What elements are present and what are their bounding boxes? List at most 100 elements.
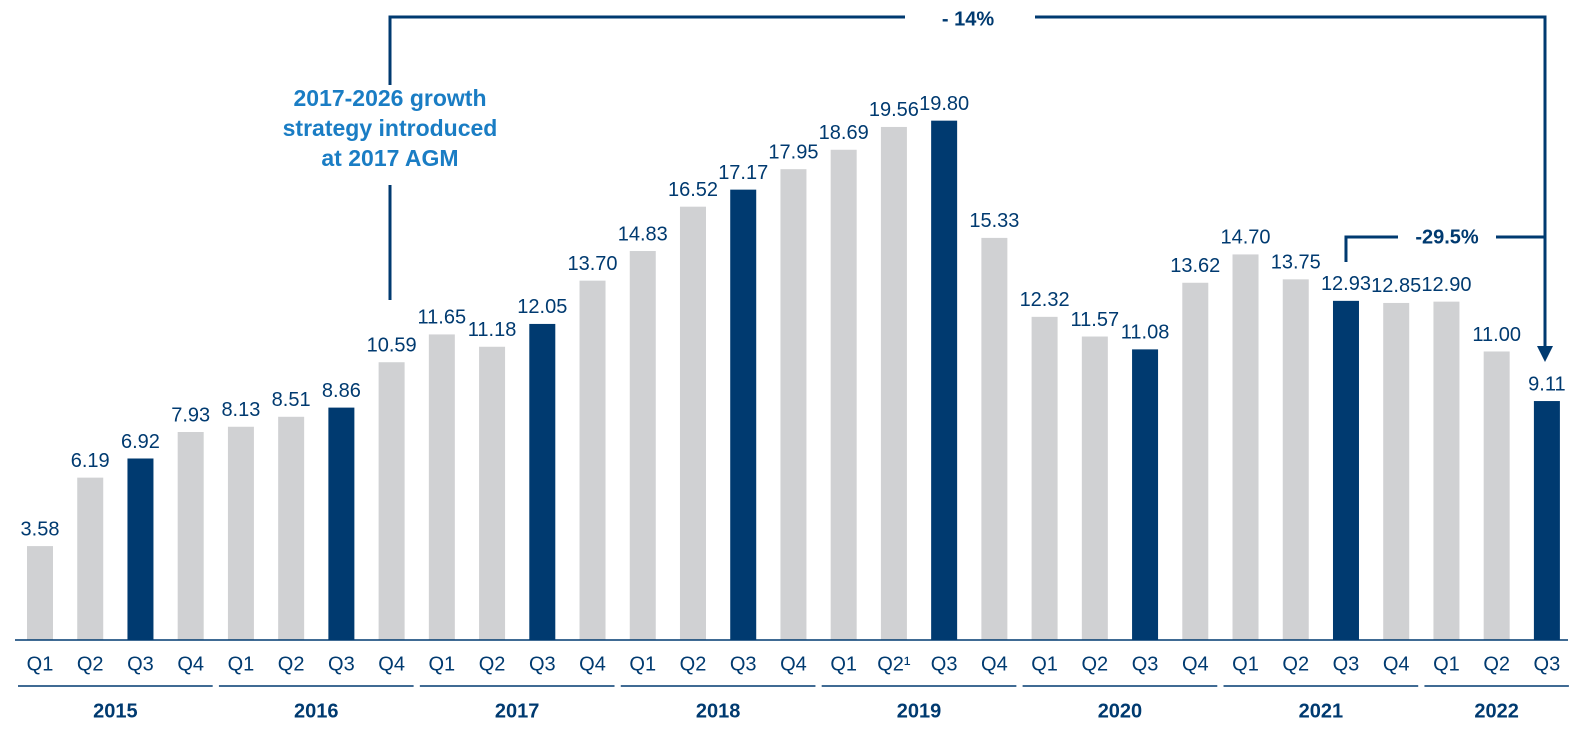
bar [278,416,305,640]
bar [127,458,154,640]
value-label: 16.52 [668,179,718,201]
bar [1132,349,1159,640]
x-tick-label: Q4 [1383,653,1410,675]
value-label: 12.85 [1371,275,1421,297]
x-tick-label: Q2 [1081,653,1108,675]
x-tick-label: Q3 [931,653,958,675]
value-label: 14.83 [618,223,668,245]
x-tick-label: Q1 [228,653,255,675]
value-label: 13.70 [567,253,617,275]
x-tick-label: Q4 [981,653,1008,675]
value-label: 3.58 [21,518,60,540]
x-tick-label: Q3 [529,653,556,675]
bar [1383,302,1410,640]
bar [27,546,53,640]
x-tick-label: Q3 [1333,653,1360,675]
annotation: -29.5% [1415,226,1479,248]
x-tick-label: Q4 [177,653,204,675]
annotation: 2017-2026 growth [293,85,486,111]
group-label: 2015 [93,700,138,722]
bar [77,477,104,640]
x-tick-label: Q1 [428,653,455,675]
x-tick-label: Q1 [1031,653,1058,675]
bar [1282,279,1309,640]
x-tick-label: Q3 [127,653,154,675]
bracket [1344,235,1398,262]
x-tick-label: Q1 [830,653,857,675]
bar [428,334,455,640]
value-label: 8.51 [272,389,311,411]
x-tick-label: Q4 [579,653,606,675]
bar [1433,301,1460,640]
bar [1232,254,1259,641]
x-tick-label: Q1 [27,653,54,675]
value-label: 6.19 [71,450,110,472]
value-label: 11.57 [1071,309,1120,331]
bar [780,169,807,640]
group-label: 2016 [294,700,339,722]
value-label: 18.69 [819,122,869,144]
x-tick-label: Q3 [1534,653,1561,675]
bar [679,206,706,640]
value-label: 11.65 [418,307,467,329]
x-tick-label: Q1 [1232,653,1259,675]
value-label: 14.70 [1220,227,1270,249]
x-tick-label: Q2 [479,653,506,675]
group-label: 2019 [897,700,942,722]
value-label: 8.13 [221,399,260,421]
value-label: 12.93 [1321,273,1371,295]
bar [378,362,405,640]
value-label: 10.59 [367,335,417,357]
x-tick-label: Q4 [378,653,405,675]
x-tick-label: Q2 [278,653,305,675]
bar [1081,336,1108,640]
bar [328,407,355,640]
x-tick-label: Q4 [780,653,807,675]
bracket [388,15,905,85]
group-label: 2022 [1474,700,1519,722]
x-tick-label: Q2 [77,653,104,675]
value-label: 12.90 [1421,274,1471,296]
bar [479,346,506,640]
x-tick-label: Q2 [1483,653,1510,675]
group-label: 2021 [1299,700,1344,722]
bar [1533,401,1560,640]
value-label: 11.18 [468,319,517,341]
x-tick-label: Q1 [1433,653,1460,675]
value-label: 13.62 [1170,255,1220,277]
bar [579,280,606,640]
value-label: 17.95 [768,141,818,163]
value-label: 12.32 [1020,289,1070,311]
group-label: 2020 [1098,700,1143,722]
bar [1182,282,1209,640]
bar [629,251,656,640]
bar [730,189,757,640]
bar [931,120,958,640]
bar [177,432,204,640]
value-label: 15.33 [969,210,1019,232]
value-label: 7.93 [171,404,210,426]
annotation: at 2017 AGM [321,145,458,171]
bar [1483,351,1510,640]
value-label: 9.11 [1528,373,1565,395]
x-tick-label: Q2¹ [877,653,911,675]
bar [1031,316,1058,640]
value-label: 6.92 [121,431,160,453]
bar [981,237,1008,640]
bar [830,149,857,640]
x-tick-label: Q3 [1132,653,1159,675]
value-label: 19.56 [869,99,919,121]
bar [880,126,907,641]
annotation: strategy introduced [283,115,498,141]
group-label: 2018 [696,700,741,722]
x-tick-label: Q4 [1182,653,1209,675]
group-label: 2017 [495,700,540,722]
value-label: 11.00 [1472,324,1521,346]
value-label: 11.08 [1121,322,1170,344]
arrowhead [1537,346,1553,362]
value-label: 19.80 [919,93,969,115]
bar [1332,300,1359,640]
bar [529,323,556,640]
x-tick-label: Q3 [328,653,355,675]
